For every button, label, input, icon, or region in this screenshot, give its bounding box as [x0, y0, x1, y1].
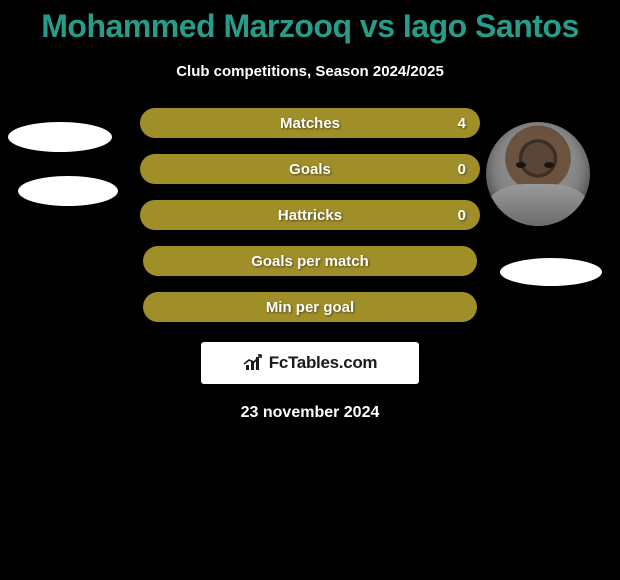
- stat-bar-label: Matches: [280, 115, 340, 132]
- stat-bar-goals: Goals 0: [140, 154, 480, 184]
- date-label: 23 november 2024: [0, 404, 620, 422]
- stat-bar-goals-per-match: Goals per match: [143, 246, 478, 276]
- subtitle: Club competitions, Season 2024/2025: [0, 63, 620, 80]
- brand-text: FcTables.com: [269, 353, 378, 373]
- stat-bar-label: Hattricks: [278, 207, 342, 224]
- page-title: Mohammed Marzooq vs Iago Santos: [0, 0, 620, 45]
- stat-bar-min-per-goal: Min per goal: [143, 292, 478, 322]
- stats-area: Matches 4 Goals 0 Hattricks 0 Goals per …: [0, 108, 620, 422]
- stat-bar-value-right: 4: [458, 115, 466, 132]
- stat-bar-value-right: 0: [458, 207, 466, 224]
- brand-chart-icon: [243, 354, 265, 372]
- stat-bar-matches: Matches 4: [140, 108, 480, 138]
- stat-bar-label: Min per goal: [266, 299, 354, 316]
- brand-box: FcTables.com: [201, 342, 419, 384]
- stat-bar-label: Goals: [289, 161, 331, 178]
- stat-bar-label: Goals per match: [251, 253, 369, 270]
- stat-bar-value-right: 0: [458, 161, 466, 178]
- stat-bars: Matches 4 Goals 0 Hattricks 0 Goals per …: [140, 108, 480, 322]
- stat-bar-hattricks: Hattricks 0: [140, 200, 480, 230]
